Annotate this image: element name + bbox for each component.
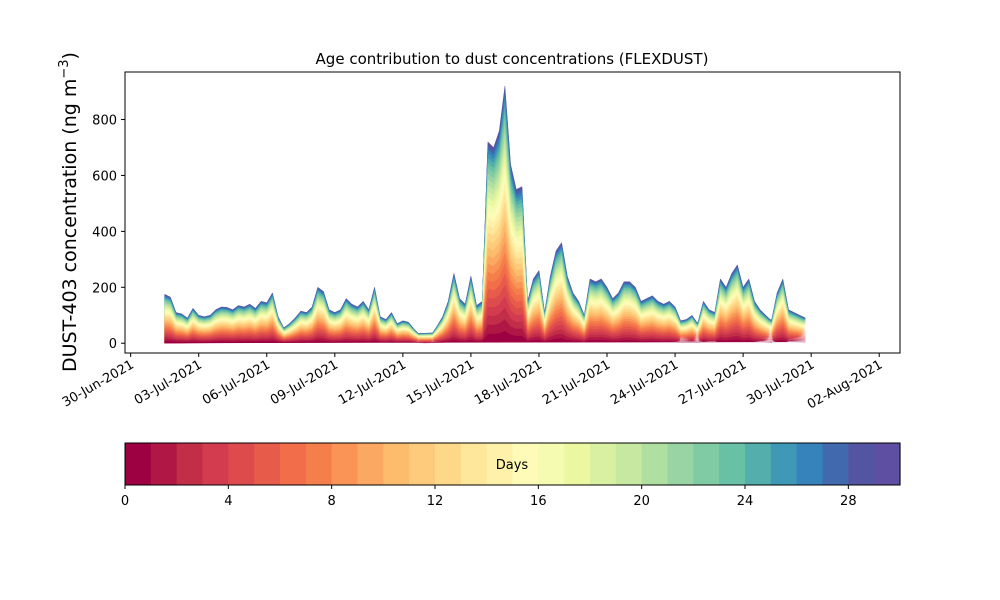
- y-tick-label: 600: [92, 169, 117, 184]
- colorbar-tick-label: 20: [633, 494, 650, 509]
- colorbar-cell: [383, 443, 410, 485]
- colorbar-tick-label: 28: [840, 494, 857, 509]
- colorbar-cell: [357, 443, 384, 485]
- age-layer-0: [164, 331, 806, 344]
- x-tick-label: 24-Jul-2021: [608, 357, 681, 408]
- plot-frame: [124, 71, 901, 354]
- x-tick-label: 02-Aug-2021: [805, 357, 885, 412]
- colorbar-ticks: 0 4 8 12 16 20 24 28: [121, 485, 857, 509]
- colorbar-cells: [125, 443, 901, 485]
- colorbar-cell: [435, 443, 462, 485]
- x-tick-label: 18-Jul-2021: [472, 357, 545, 408]
- x-tick-label: 15-Jul-2021: [404, 357, 477, 408]
- colorbar-tick-label: 16: [530, 494, 547, 509]
- colorbar-cell: [125, 443, 152, 485]
- y-axis-label-unit-exponent: −3: [57, 59, 72, 78]
- y-tick-label: 200: [92, 281, 117, 296]
- y-axis: 0 200 400 600 800: [92, 114, 125, 352]
- x-axis: 30-Jun-202103-Jul-202106-Jul-202109-Jul-…: [60, 353, 885, 413]
- y-axis-label-main: DUST-403 concentration (ng m: [59, 79, 81, 372]
- colorbar-cell: [176, 443, 204, 485]
- x-tick-label: 09-Jul-2021: [268, 357, 341, 408]
- colorbar-cell: [564, 443, 591, 485]
- x-tick-label: 03-Jul-2021: [132, 357, 205, 408]
- colorbar-cell: [770, 443, 798, 485]
- y-axis-label-close: ): [59, 52, 81, 59]
- colorbar-cell: [615, 443, 643, 485]
- chart-title: Age contribution to dust concentrations …: [316, 50, 709, 68]
- x-tick-label: 21-Jul-2021: [540, 357, 613, 408]
- x-tick-label: 06-Jul-2021: [200, 357, 273, 408]
- colorbar-cell: [667, 443, 694, 485]
- x-tick-label: 27-Jul-2021: [676, 357, 749, 408]
- colorbar-tick-label: 24: [737, 494, 754, 509]
- colorbar-frame: [124, 442, 901, 486]
- y-axis-label: DUST-403 concentration (ng m−3): [57, 52, 81, 372]
- colorbar-cell: [512, 443, 539, 485]
- x-tick-label: 12-Jul-2021: [336, 357, 409, 408]
- colorbar-cell: [150, 443, 178, 485]
- colorbar-tick-label: 4: [224, 494, 232, 509]
- colorbar-cell: [848, 443, 875, 485]
- colorbar-cell: [202, 443, 229, 485]
- colorbar-cell: [409, 443, 436, 485]
- colorbar-cell: [254, 443, 281, 485]
- colorbar-tick-label: 0: [121, 494, 129, 509]
- colorbar-cell: [590, 443, 617, 485]
- colorbar-cell: [693, 443, 720, 485]
- colorbar-cell: [331, 443, 359, 485]
- colorbar-tick-label: 12: [427, 494, 444, 509]
- stacked-age-layers: [164, 85, 806, 344]
- colorbar-cell: [486, 443, 514, 485]
- colorbar-tick-label: 8: [328, 494, 336, 509]
- colorbar-cell: [641, 443, 669, 485]
- plot-area: [124, 71, 901, 354]
- colorbar: Days 0 4 8 12 16 20 24 28: [121, 442, 901, 509]
- colorbar-cell: [228, 443, 255, 485]
- colorbar-cell: [460, 443, 488, 485]
- colorbar-cell: [745, 443, 772, 485]
- y-tick-label: 800: [92, 114, 117, 129]
- y-tick-label: 400: [92, 225, 117, 240]
- colorbar-cell: [538, 443, 565, 485]
- colorbar-cell: [280, 443, 307, 485]
- colorbar-label: Days: [496, 458, 529, 473]
- colorbar-cell: [874, 443, 901, 485]
- colorbar-cell: [305, 443, 333, 485]
- colorbar-cell: [796, 443, 824, 485]
- y-tick-label: 0: [109, 337, 117, 352]
- colorbar-cell: [719, 443, 746, 485]
- colorbar-cell: [822, 443, 849, 485]
